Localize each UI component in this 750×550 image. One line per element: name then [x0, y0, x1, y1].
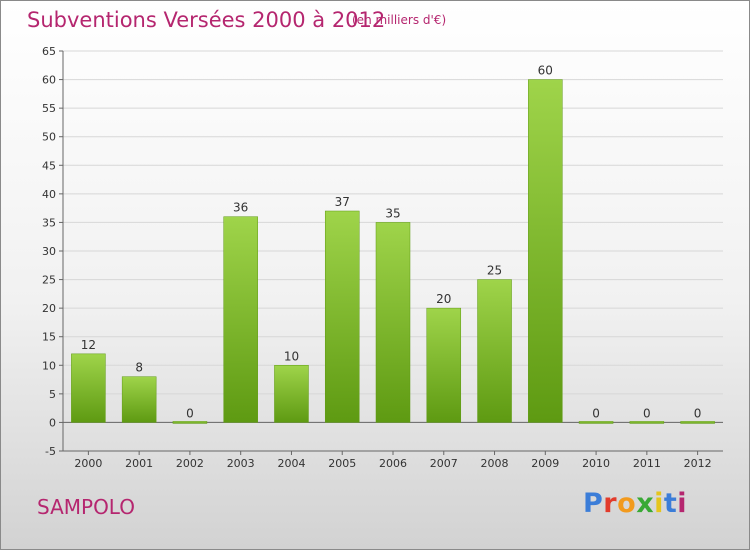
- bar-2010: [578, 421, 614, 424]
- y-tick-label: 60: [42, 74, 56, 87]
- bar-2001: [121, 376, 157, 423]
- value-label-2002: 0: [186, 406, 194, 420]
- bar-2003: [223, 216, 258, 423]
- logo-letter: i: [654, 488, 664, 519]
- bar-2000: [71, 353, 106, 423]
- bar-2005: [324, 210, 360, 423]
- x-tick-label-2004: 2004: [277, 457, 305, 470]
- logo-letter: o: [617, 488, 637, 519]
- y-tick-label: 65: [42, 45, 56, 58]
- x-tick-label-2010: 2010: [582, 457, 610, 470]
- logo-letter: i: [677, 488, 688, 519]
- y-tick-label: 25: [42, 274, 56, 287]
- x-tick-label-2003: 2003: [227, 457, 255, 470]
- bars: [71, 79, 715, 424]
- y-tick-label: 0: [49, 416, 56, 429]
- value-label-2011: 0: [643, 406, 651, 420]
- x-tick-label-2001: 2001: [125, 457, 153, 470]
- logo-letter: x: [636, 488, 655, 519]
- y-tick-label: 30: [42, 245, 56, 258]
- value-label-2000: 12: [81, 338, 96, 352]
- bar-2011: [629, 421, 665, 424]
- chart-title: Subventions Versées 2000 à 2012: [27, 8, 386, 32]
- y-tick-label: 5: [49, 388, 56, 401]
- value-label-2008: 25: [487, 264, 502, 278]
- y-tick-label: 20: [42, 302, 56, 315]
- commune-name: SAMPOLO: [37, 495, 135, 519]
- value-labels: 12 8 0 36 10 37 35 20 25 60 0 0 0: [81, 64, 702, 421]
- bar-2002: [172, 421, 208, 424]
- y-tick-label: 55: [42, 102, 56, 115]
- bar-2008: [477, 279, 512, 423]
- value-label-2007: 20: [436, 292, 451, 306]
- value-label-2010: 0: [592, 406, 600, 420]
- y-tick-label: 15: [42, 331, 56, 344]
- x-tick-label-2009: 2009: [531, 457, 559, 470]
- bar-2007: [426, 307, 462, 423]
- logo-letter: t: [663, 488, 678, 519]
- x-tick-label-2006: 2006: [379, 457, 407, 470]
- value-label-2001: 8: [135, 361, 143, 375]
- x-tick-label-2000: 2000: [74, 457, 102, 470]
- chart-subtitle: (en milliers d'€): [352, 13, 447, 27]
- value-label-2004: 10: [284, 349, 299, 363]
- proxiti-logo: Proxiti: [583, 488, 687, 519]
- y-tick-label: 40: [42, 188, 56, 201]
- logo-letter: r: [603, 488, 618, 519]
- y-tick-label: -5: [45, 445, 56, 458]
- value-label-2003: 36: [233, 201, 248, 215]
- value-label-2005: 37: [335, 195, 350, 209]
- x-tick-label-2002: 2002: [176, 457, 204, 470]
- x-tick-label-2011: 2011: [633, 457, 661, 470]
- y-tick-label: 10: [42, 359, 56, 372]
- x-tick-label-2012: 2012: [684, 457, 712, 470]
- x-tick-label-2007: 2007: [430, 457, 458, 470]
- bar-2012: [680, 421, 715, 424]
- logo-letter: P: [583, 488, 604, 519]
- value-label-2009: 60: [538, 64, 553, 78]
- y-tick-label: 50: [42, 131, 56, 144]
- value-label-2006: 35: [385, 206, 400, 220]
- bar-2004: [274, 365, 309, 423]
- x-tick-label-2008: 2008: [481, 457, 509, 470]
- bar-2009: [528, 79, 563, 423]
- x-tick-label-2005: 2005: [328, 457, 356, 470]
- value-label-2012: 0: [694, 406, 702, 420]
- y-tick-label: 35: [42, 216, 56, 229]
- y-tick-label: 45: [42, 159, 56, 172]
- bar-2006: [375, 222, 411, 423]
